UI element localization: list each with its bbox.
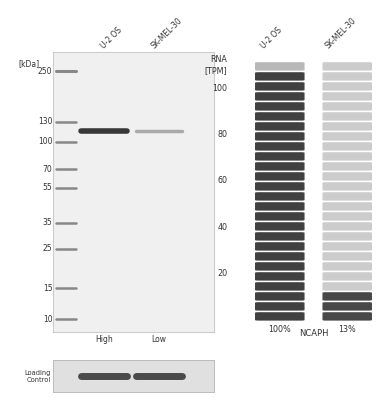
FancyBboxPatch shape	[255, 262, 304, 270]
FancyBboxPatch shape	[255, 72, 304, 81]
FancyBboxPatch shape	[322, 272, 372, 281]
FancyBboxPatch shape	[322, 182, 372, 190]
Text: 70: 70	[43, 165, 52, 174]
Text: 25: 25	[43, 244, 52, 253]
FancyBboxPatch shape	[322, 242, 372, 250]
FancyBboxPatch shape	[322, 122, 372, 130]
FancyBboxPatch shape	[322, 132, 372, 141]
FancyBboxPatch shape	[322, 152, 372, 160]
FancyBboxPatch shape	[322, 232, 372, 240]
FancyBboxPatch shape	[322, 192, 372, 201]
Text: NCAPH: NCAPH	[299, 329, 328, 338]
FancyBboxPatch shape	[322, 252, 372, 261]
Text: 80: 80	[218, 130, 228, 139]
FancyBboxPatch shape	[255, 122, 304, 130]
FancyBboxPatch shape	[255, 272, 304, 281]
Text: U-2 OS: U-2 OS	[259, 25, 284, 50]
Text: SK-MEL-30: SK-MEL-30	[323, 16, 358, 50]
FancyBboxPatch shape	[255, 142, 304, 150]
FancyBboxPatch shape	[255, 172, 304, 181]
Text: 250: 250	[38, 66, 52, 76]
FancyBboxPatch shape	[322, 212, 372, 221]
Text: 20: 20	[217, 269, 228, 278]
FancyBboxPatch shape	[255, 202, 304, 210]
FancyBboxPatch shape	[255, 82, 304, 91]
FancyBboxPatch shape	[255, 112, 304, 121]
FancyBboxPatch shape	[255, 312, 304, 321]
FancyBboxPatch shape	[255, 132, 304, 141]
Text: SK-MEL-30: SK-MEL-30	[150, 16, 184, 50]
FancyBboxPatch shape	[322, 102, 372, 111]
FancyBboxPatch shape	[255, 252, 304, 261]
FancyBboxPatch shape	[322, 142, 372, 150]
FancyBboxPatch shape	[255, 102, 304, 111]
Text: RNA
[TPM]: RNA [TPM]	[205, 55, 228, 75]
FancyBboxPatch shape	[255, 212, 304, 221]
FancyBboxPatch shape	[322, 262, 372, 270]
Text: 15: 15	[43, 284, 52, 293]
FancyBboxPatch shape	[255, 222, 304, 230]
FancyBboxPatch shape	[255, 232, 304, 240]
Text: U-2 OS: U-2 OS	[99, 25, 124, 50]
FancyBboxPatch shape	[255, 292, 304, 301]
FancyBboxPatch shape	[322, 172, 372, 181]
FancyBboxPatch shape	[322, 282, 372, 290]
Text: [kDa]: [kDa]	[19, 59, 40, 68]
FancyBboxPatch shape	[322, 112, 372, 121]
Text: 55: 55	[43, 183, 52, 192]
FancyBboxPatch shape	[255, 92, 304, 101]
Text: 60: 60	[218, 176, 228, 186]
FancyBboxPatch shape	[255, 242, 304, 250]
FancyBboxPatch shape	[255, 282, 304, 290]
Text: 10: 10	[43, 315, 52, 324]
FancyBboxPatch shape	[255, 192, 304, 201]
FancyBboxPatch shape	[255, 162, 304, 170]
Text: Loading
Control: Loading Control	[24, 370, 51, 382]
Text: Low: Low	[151, 336, 166, 344]
FancyBboxPatch shape	[255, 62, 304, 70]
Text: 130: 130	[38, 117, 52, 126]
FancyBboxPatch shape	[322, 162, 372, 170]
FancyBboxPatch shape	[322, 222, 372, 230]
Text: High: High	[96, 336, 113, 344]
FancyBboxPatch shape	[255, 182, 304, 190]
FancyBboxPatch shape	[322, 312, 372, 321]
FancyBboxPatch shape	[322, 82, 372, 91]
Text: 100%: 100%	[269, 326, 291, 334]
Text: 35: 35	[43, 218, 52, 227]
FancyBboxPatch shape	[255, 302, 304, 310]
FancyBboxPatch shape	[322, 302, 372, 310]
Text: 100: 100	[38, 137, 52, 146]
FancyBboxPatch shape	[322, 92, 372, 101]
Text: 100: 100	[213, 84, 228, 93]
Text: 13%: 13%	[338, 326, 356, 334]
FancyBboxPatch shape	[322, 62, 372, 70]
FancyBboxPatch shape	[255, 152, 304, 160]
FancyBboxPatch shape	[322, 292, 372, 301]
FancyBboxPatch shape	[322, 202, 372, 210]
FancyBboxPatch shape	[322, 72, 372, 81]
Text: 40: 40	[218, 223, 228, 232]
